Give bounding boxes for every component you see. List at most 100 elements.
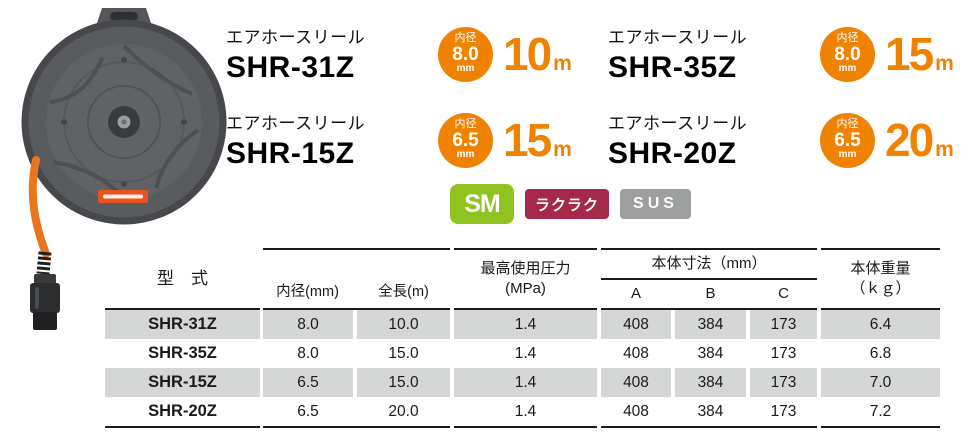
rule-bottom	[601, 426, 817, 428]
product-text: エアホースリール SHR-20Z	[608, 109, 820, 171]
hose-length-value: 20	[885, 114, 934, 166]
rule-mid	[601, 278, 817, 280]
cell-inner-diameter: 6.5	[297, 402, 319, 420]
spec-table-header: 型 式 内径(mm) 全長(m) 最高使用圧力 (MPa) 本体寸法（mm） A…	[105, 248, 940, 310]
header-model: 型 式	[157, 268, 208, 288]
cell-dim-b: 384	[697, 344, 724, 362]
cell-length: 20.0	[388, 402, 419, 420]
hose-length: 10 m	[503, 31, 572, 77]
cell-inner-diameter: 8.0	[263, 310, 353, 339]
product-text: エアホースリール SHR-31Z	[226, 23, 438, 85]
header-inner-diameter: 内径(mm)	[276, 284, 339, 301]
rule-top	[821, 248, 940, 250]
product-category: エアホースリール	[608, 114, 748, 133]
product-category: エアホースリール	[608, 28, 748, 47]
product-category: エアホースリール	[226, 114, 366, 133]
diameter-badge: 内径 6.5 mm	[438, 112, 493, 168]
brand-label	[98, 190, 148, 203]
diameter-badge: 内径 8.0 mm	[820, 26, 875, 82]
table-row: SHR-15Z 6.5 15.0 1.4 408 384 173 7.0	[105, 368, 940, 397]
hose-length: 20 m	[885, 117, 954, 163]
header-weight-line1: 本体重量	[850, 260, 911, 277]
header-dim-b: B	[705, 284, 716, 302]
cell-pressure: 1.4	[514, 402, 537, 420]
cell-dim-c: 173	[750, 310, 817, 339]
diameter-unit: mm	[456, 149, 475, 161]
hose-length-unit: m	[935, 138, 954, 161]
rakuraku-badge: ラクラク	[525, 189, 610, 219]
diameter-unit: mm	[838, 63, 857, 75]
spec-table: 型 式 内径(mm) 全長(m) 最高使用圧力 (MPa) 本体寸法（mm） A…	[105, 248, 940, 430]
cell-model: SHR-20Z	[148, 402, 217, 420]
header-dimensions: 本体寸法（mm）	[651, 255, 767, 272]
cell-dim-b: 384	[697, 402, 724, 420]
diameter-unit: mm	[456, 63, 475, 75]
rule-top	[454, 248, 597, 250]
cell-length: 15.0	[388, 344, 419, 362]
hose-length-unit: m	[553, 52, 572, 75]
diameter-label: 内径	[836, 32, 859, 44]
product-block-shr15z: エアホースリール SHR-15Z 内径 6.5 mm 15 m	[226, 100, 598, 180]
table-row: SHR-35Z 8.0 15.0 1.4 408 384 173 6.8	[105, 339, 940, 368]
cell-weight: 6.8	[869, 344, 892, 362]
diameter-label: 内径	[836, 118, 859, 130]
sm-badge: SM	[450, 184, 514, 224]
rule-header-bottom	[105, 308, 260, 310]
rule-bottom	[105, 426, 260, 428]
cell-dim-c: 173	[750, 368, 817, 397]
rule-header-bottom	[454, 308, 597, 310]
cell-dim-a: 408	[601, 368, 671, 397]
header-length: 全長(m)	[378, 284, 429, 301]
header-pressure-line1: 最高使用圧力	[480, 260, 571, 277]
product-block-shr20z: エアホースリール SHR-20Z 内径 6.5 mm 20 m	[608, 100, 980, 180]
diameter-value: 8.0	[834, 43, 861, 65]
cell-dim-a: 408	[623, 344, 649, 362]
spec-table-footer	[105, 426, 940, 430]
product-block-shr35z: エアホースリール SHR-35Z 内径 8.0 mm 15 m	[608, 14, 980, 94]
rule-top	[263, 248, 450, 250]
cell-model: SHR-31Z	[105, 310, 260, 339]
header-dim-a: A	[630, 284, 641, 302]
hose-length-value: 15	[503, 114, 552, 166]
cell-inner-diameter: 6.5	[263, 368, 353, 397]
hose-length-unit: m	[553, 138, 572, 161]
diameter-label: 内径	[454, 118, 477, 130]
sus-badge: SUS	[620, 189, 691, 219]
cell-model: SHR-35Z	[148, 344, 217, 362]
product-block-shr31z: エアホースリール SHR-31Z 内径 8.0 mm 10 m	[226, 14, 598, 94]
diameter-value: 6.5	[452, 129, 479, 151]
header-pressure: 最高使用圧力 (MPa)	[454, 259, 597, 300]
cell-length: 15.0	[357, 368, 450, 397]
product-model: SHR-35Z	[608, 51, 737, 84]
rule-bottom	[263, 426, 450, 428]
diameter-badge: 内径 8.0 mm	[438, 26, 493, 82]
cell-dim-a: 408	[601, 310, 671, 339]
product-text: エアホースリール SHR-15Z	[226, 109, 438, 171]
rule-header-bottom	[601, 308, 817, 310]
cell-dim-a: 408	[623, 402, 649, 420]
header-dim-c: C	[778, 284, 789, 302]
cell-pressure: 1.4	[454, 368, 597, 397]
cell-length: 10.0	[357, 310, 450, 339]
rule-top	[601, 248, 817, 250]
product-photo	[6, 2, 236, 340]
hose-length-value: 10	[503, 28, 552, 80]
diameter-value: 8.0	[452, 43, 479, 65]
rule-bottom	[821, 426, 940, 428]
cell-dim-b: 384	[675, 368, 746, 397]
product-text: エアホースリール SHR-35Z	[608, 23, 820, 85]
rule-header-bottom	[263, 308, 450, 310]
header-weight: 本体重量 （ｋｇ）	[821, 259, 940, 300]
hose-length-value: 15	[885, 28, 934, 80]
product-category: エアホースリール	[226, 28, 366, 47]
product-model: SHR-15Z	[226, 137, 355, 170]
air-hose	[28, 156, 50, 258]
table-row: SHR-20Z 6.5 20.0 1.4 408 384 173 7.2	[105, 397, 940, 426]
feature-badges: SM ラクラク SUS	[450, 184, 691, 224]
reel-body	[21, 19, 227, 225]
diameter-badge: 内径 6.5 mm	[820, 112, 875, 168]
diameter-label: 内径	[454, 32, 477, 44]
hose-length: 15 m	[885, 31, 954, 77]
cell-inner-diameter: 8.0	[297, 344, 319, 362]
